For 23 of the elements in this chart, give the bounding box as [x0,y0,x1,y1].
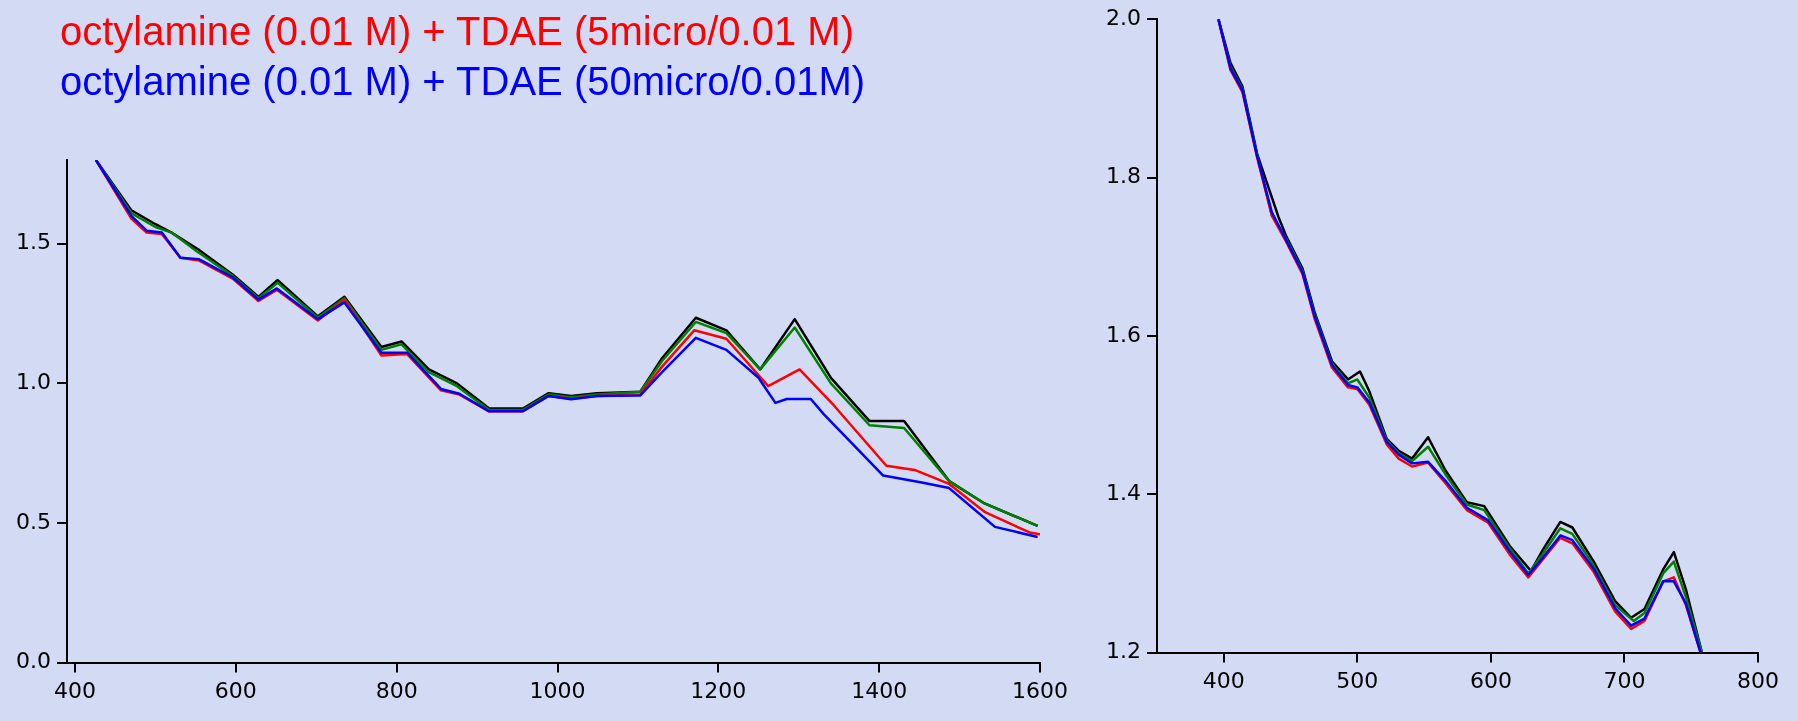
y-tick-label: 1.8 [1105,163,1141,189]
x-tick-label: 1200 [690,677,747,703]
x-tick-label: 600 [214,677,257,703]
y-tick-label: 1.5 [15,229,51,255]
text: octylamine (0.01 M) + TDAE (5micro/0.01 M) [60,8,855,55]
y-tick-label: 2.0 [1105,4,1141,30]
y-tick-label: 1.0 [15,369,51,395]
y-tick-label: 0.0 [15,648,51,674]
x-tick-label: 700 [1603,667,1646,693]
x-tick-label: 800 [375,677,418,703]
y-tick-label: 1.4 [1105,479,1141,505]
y-tick-label: 0.5 [15,508,51,534]
series-label: octylamine (0.01 M) + TDAE (50micro/0.01M) [60,58,867,105]
x-tick-label: 400 [54,677,97,703]
x-tick-label: 1400 [851,677,908,703]
y-tick-label: 1.2 [1105,638,1141,664]
x-tick-label: 800 [1737,667,1779,693]
x-tick-label: 400 [1202,667,1245,693]
x-tick-label: 600 [1469,667,1512,693]
y-tick-label: 1.6 [1105,321,1141,347]
x-tick-label: 1000 [529,677,586,703]
x-tick-label: 500 [1336,667,1379,693]
x-tick-label: 1600 [1012,677,1068,703]
